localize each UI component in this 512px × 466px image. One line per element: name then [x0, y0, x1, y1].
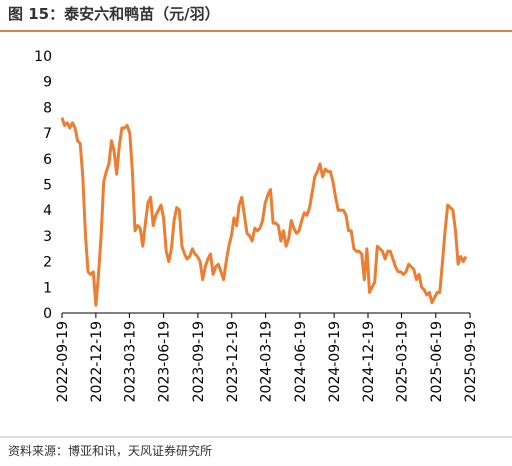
x-tick-label: 2024-09-19 [327, 321, 343, 402]
source: 资料来源：博亚和讯，天风证券研究所 [8, 443, 212, 458]
x-tick-label: 2023-12-19 [225, 321, 241, 402]
x-tick-label: 2024-03-19 [259, 321, 275, 402]
x-tick-label: 2025-03-19 [395, 321, 411, 402]
y-tick-label: 10 [34, 49, 52, 65]
x-tick-label: 2022-12-19 [89, 321, 105, 402]
y-tick-label: 9 [43, 75, 52, 91]
chart-title: 图 15：泰安六和鸭苗（元/羽） [8, 5, 220, 23]
x-tick-label: 2025-06-19 [429, 321, 445, 402]
y-tick-label: 3 [43, 229, 52, 245]
y-tick-label: 2 [43, 255, 52, 271]
x-tick-label: 2023-03-19 [122, 321, 138, 402]
x-tick-label: 2025-09-19 [463, 321, 479, 402]
x-tick-label: 2023-06-19 [157, 321, 173, 402]
y-tick-label: 8 [43, 100, 52, 116]
y-tick-label: 7 [43, 126, 52, 142]
y-tick-label: 5 [43, 178, 52, 194]
data-line [60, 117, 468, 307]
x-tick-label: 2024-12-19 [361, 321, 377, 402]
y-tick-label: 4 [43, 203, 52, 219]
y-tick-label: 1 [43, 280, 52, 296]
x-tick-label: 2024-06-19 [293, 321, 309, 402]
x-tick-label: 2023-09-19 [191, 321, 207, 402]
x-tick-label: 2022-09-19 [55, 321, 71, 402]
y-tick-label: 6 [43, 152, 52, 168]
y-tick-label: 0 [43, 306, 52, 322]
